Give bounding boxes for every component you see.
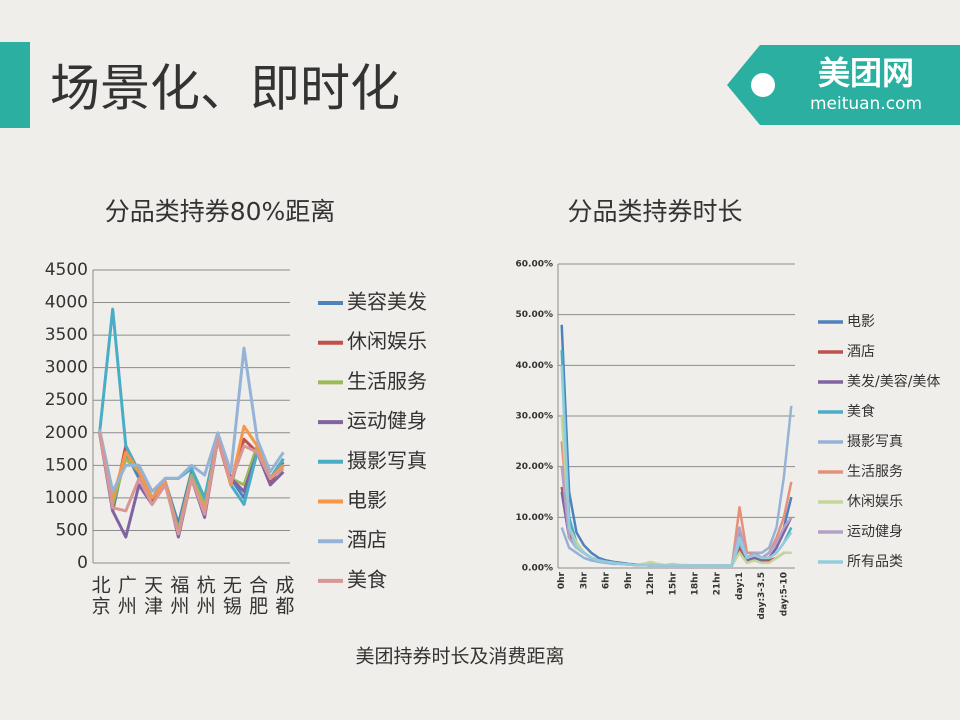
- chart-title: 分品类持券时长: [567, 197, 742, 226]
- y-tick-label: 3500: [45, 325, 88, 345]
- series-line: [98, 307, 285, 506]
- y-tick-label: 30.00%: [516, 412, 554, 422]
- series-line: [560, 324, 793, 567]
- legend-label: 电影: [347, 488, 387, 512]
- y-tick-label: 2000: [45, 423, 88, 443]
- x-tick-label: 广州: [115, 575, 137, 617]
- x-tick-label: 成都: [272, 575, 294, 617]
- legend-label: 运动健身: [847, 524, 903, 540]
- x-tick-label: 无锡: [220, 575, 242, 617]
- logo-dot: [751, 73, 775, 97]
- logo-banner: [727, 45, 960, 125]
- series-line: [560, 405, 793, 567]
- x-tick-label: 15hr: [668, 571, 678, 595]
- series-line: [560, 365, 793, 567]
- y-tick-label: 4500: [45, 260, 88, 280]
- y-tick-label: 2500: [45, 390, 88, 410]
- accent-bar: [0, 42, 30, 128]
- y-tick-label: 500: [56, 520, 88, 540]
- series-line: [560, 350, 793, 567]
- y-tick-label: 20.00%: [516, 462, 554, 472]
- x-tick-label: 18hr: [691, 571, 701, 595]
- y-tick-label: 40.00%: [516, 361, 554, 371]
- legend-label: 美容美发: [347, 290, 427, 314]
- legend-label: 休闲娱乐: [347, 329, 427, 353]
- slide-title: 场景化、即时化: [50, 60, 400, 118]
- logo-url: meituan.com: [810, 94, 922, 114]
- legend-label: 生活服务: [347, 369, 427, 393]
- series-line: [98, 432, 285, 536]
- x-tick-label: 0hr: [557, 571, 567, 589]
- series-line: [98, 432, 285, 532]
- legend-label: 运动健身: [347, 409, 427, 433]
- logo-text: 美团网: [818, 54, 914, 92]
- series-line: [560, 415, 792, 567]
- x-tick-label: 杭州: [194, 575, 216, 617]
- x-tick-label: day:3-3.5: [757, 572, 767, 620]
- x-tick-label: 天津: [141, 575, 163, 617]
- x-tick-label: day:5-10: [779, 572, 789, 616]
- legend-label: 电影: [847, 314, 875, 330]
- y-tick-label: 4000: [45, 293, 88, 313]
- y-tick-label: 0: [77, 553, 88, 573]
- x-tick-label: day:1: [735, 572, 745, 600]
- x-tick-label: 北京: [89, 575, 111, 617]
- legend-label: 酒店: [347, 528, 387, 552]
- y-tick-label: 10.00%: [516, 513, 554, 523]
- series-line: [98, 346, 285, 493]
- legend-label: 美食: [847, 403, 875, 420]
- x-tick-label: 21hr: [713, 571, 723, 595]
- y-tick-label: 3000: [45, 358, 88, 378]
- y-tick-label: 0.00%: [522, 564, 553, 574]
- legend-label: 所有品类: [847, 554, 903, 570]
- legend-label: 美发/美容/美体: [847, 373, 940, 390]
- caption: 美团持券时长及消费距离: [355, 646, 564, 668]
- x-tick-label: 合肥: [246, 575, 268, 617]
- y-tick-label: 60.00%: [516, 260, 554, 270]
- y-tick-label: 50.00%: [516, 310, 554, 320]
- y-tick-label: 1500: [45, 455, 88, 475]
- legend-label: 美食: [347, 567, 387, 591]
- x-tick-label: 3hr: [579, 571, 589, 589]
- y-tick-label: 1000: [45, 488, 88, 508]
- legend-label: 摄影写真: [347, 448, 427, 472]
- series-line: [560, 441, 793, 567]
- x-tick-label: 6hr: [602, 571, 612, 589]
- legend-label: 摄影写真: [847, 434, 903, 450]
- chart-title: 分品类持券80%距离: [105, 197, 336, 226]
- x-tick-label: 12hr: [646, 571, 656, 595]
- x-tick-label: 9hr: [624, 571, 634, 589]
- series-line: [560, 466, 793, 567]
- x-tick-label: 福州: [167, 575, 189, 617]
- legend-label: 休闲娱乐: [847, 494, 903, 510]
- legend-label: 酒店: [847, 344, 875, 360]
- legend-label: 生活服务: [847, 464, 903, 480]
